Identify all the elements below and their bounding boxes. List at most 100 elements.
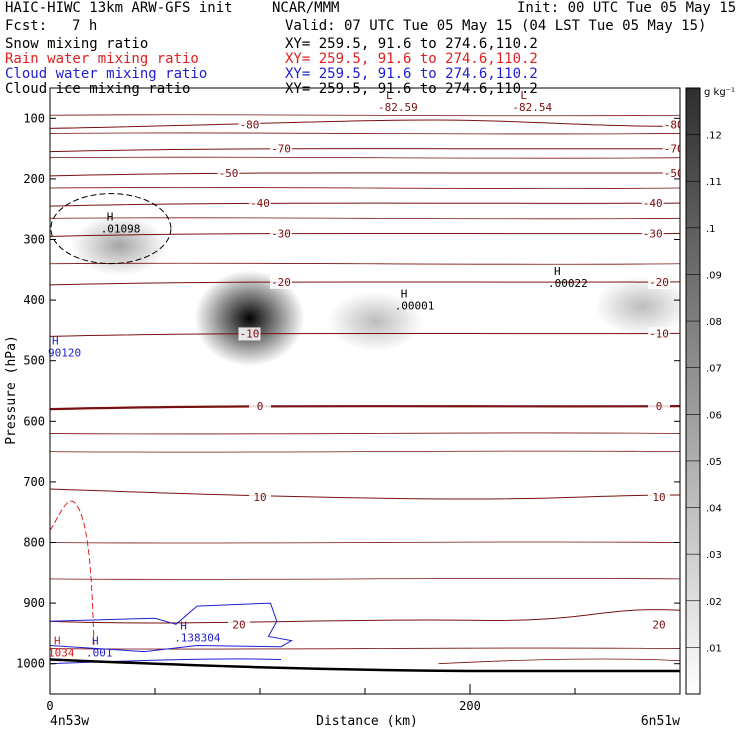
snow-blob-0	[71, 215, 168, 276]
contour-label-bg	[249, 197, 271, 211]
colorbar-unit: g kg⁻¹	[704, 87, 735, 98]
annotation-type-2: H	[107, 210, 114, 223]
temperature-contour-minor-3	[50, 187, 680, 189]
annotation-value-4: .00022	[548, 277, 588, 290]
contour-label-bg	[648, 275, 670, 289]
contour-label-bg	[238, 118, 261, 132]
cloud-water-contour	[50, 602, 293, 653]
y-tick-label-300: 300	[23, 233, 45, 247]
annotation-value-0: -82.59	[378, 101, 418, 114]
temperature-contour--80	[50, 119, 680, 129]
colorbar-tick-label-.03: .03	[706, 550, 722, 561]
field-ice-xy: XY= 259.5, 91.6 to 274.6,110.2	[285, 81, 538, 97]
x-tick-label-200: 200	[459, 699, 481, 713]
annotation-type-0: L	[386, 89, 393, 102]
annotation-value-7: .001	[86, 647, 113, 660]
contour-label-bg	[648, 400, 670, 414]
temperature-contour-lower-1	[50, 450, 680, 453]
annotation-value-3: .00001	[395, 299, 435, 312]
annotation-type-1: L	[520, 89, 527, 102]
y-tick-label-500: 500	[23, 354, 45, 368]
org-label: NCAR/MMM	[272, 0, 340, 16]
cloud-water-contour-lower	[50, 658, 282, 665]
colorbar-tick-label-.01: .01	[706, 643, 722, 654]
temperature-contour--30	[50, 232, 680, 237]
temperature-contour-minor-1	[50, 132, 680, 135]
contour-label--70-1: -70	[664, 143, 684, 156]
annotation-type-4: H	[554, 265, 561, 278]
annotation-value-1: -82.54	[512, 101, 552, 114]
colorbar-tick-label-.08: .08	[706, 317, 722, 328]
contour-label--40-0: -40	[250, 197, 270, 210]
contour-label-bg	[648, 327, 670, 341]
x-tick-label-0: 0	[46, 699, 53, 713]
temperature-contour--10	[50, 332, 680, 337]
contour-label-bg	[648, 618, 670, 632]
x-endpoint-right: 6n51w	[641, 714, 680, 729]
contour-label--10-0: -10	[240, 327, 260, 340]
annotation-type-3: H	[401, 287, 408, 300]
temperature-contour-lower-4	[50, 647, 680, 650]
contour-label-10-1: 10	[652, 491, 665, 504]
ice-dashed-contour	[50, 193, 172, 265]
colorbar-tick-label-.09: .09	[706, 270, 722, 281]
annotation-value-6: 90120	[48, 347, 81, 360]
annotation-type-7: H	[92, 635, 99, 648]
y-tick-label-400: 400	[23, 293, 45, 307]
annotation-type-5: H	[180, 619, 187, 632]
contour-label-20-1: 20	[652, 618, 665, 631]
temperature-contour--20	[50, 281, 680, 286]
temperature-contour-minor-5	[50, 262, 680, 265]
field-rain-xy: XY= 259.5, 91.6 to 274.6,110.2	[285, 51, 538, 67]
contour-label--70-0: -70	[271, 143, 291, 156]
y-tick-label-1000: 1000	[16, 657, 45, 671]
y-tick-label-900: 900	[23, 596, 45, 610]
colorbar-tick-label-.05: .05	[706, 457, 722, 468]
contour-label-bg	[217, 166, 240, 180]
contour-label-bg	[662, 166, 680, 180]
terrain-line	[50, 658, 680, 673]
contour-label-bg	[249, 491, 271, 505]
contour-label-20-0: 20	[232, 618, 245, 631]
temperature-contour-10	[50, 488, 680, 500]
valid-time: Valid: 07 UTC Tue 05 May 15 (04 LST Tue …	[285, 18, 707, 34]
snow-blob-2	[327, 291, 424, 352]
forecast-label: Fcst:	[5, 18, 48, 34]
contour-label-bg	[270, 275, 292, 289]
temperature-contour-lower-0	[50, 432, 680, 435]
temperature-contour-lower-2	[50, 541, 680, 544]
contour-label-bg	[228, 618, 250, 632]
contour-label--40-1: -40	[643, 197, 663, 210]
y-tick-label-200: 200	[23, 172, 45, 186]
model-title: HAIC-HIWC 13km ARW-GFS init	[5, 0, 233, 16]
field-cloudwater-name: Cloud water mixing ratio	[5, 66, 208, 82]
temperature-contour-20	[50, 609, 680, 624]
contour-label-bg	[662, 118, 680, 132]
colorbar-tick-label-.02: .02	[706, 597, 722, 608]
contour-label-10-0: 10	[253, 491, 266, 504]
contour-label-bg	[648, 491, 670, 505]
contour-label--80-0: -80	[240, 118, 260, 131]
colorbar-tick-label-.12: .12	[706, 131, 722, 142]
field-snow-name: Snow mixing ratio	[5, 36, 149, 52]
forecast-hours: 7 h	[72, 18, 98, 34]
contour-label-bg	[270, 227, 292, 241]
contour-label--50-1: -50	[664, 167, 684, 180]
near-surface-contour	[438, 658, 680, 665]
temperature-contour-0	[50, 405, 680, 411]
contour-label-0-0: 0	[257, 400, 264, 413]
annotation-value-2: .01098	[101, 222, 141, 235]
field-ice-name: Cloud ice mixing ratio	[5, 81, 191, 97]
colorbar	[685, 87, 701, 695]
contour-label--30-0: -30	[271, 227, 291, 240]
contour-label-bg	[249, 400, 271, 414]
annotation-type-8: H	[54, 635, 61, 648]
annotation-type-6: H	[52, 335, 59, 348]
temperature-contour--40	[50, 202, 680, 207]
y-tick-label-700: 700	[23, 475, 45, 489]
field-snow-xy: XY= 259.5, 91.6 to 274.6,110.2	[285, 36, 538, 52]
field-cloudwater-xy: XY= 259.5, 91.6 to 274.6,110.2	[285, 66, 538, 82]
plot-frame	[49, 87, 681, 695]
contour-label--80-1: -80	[664, 118, 684, 131]
